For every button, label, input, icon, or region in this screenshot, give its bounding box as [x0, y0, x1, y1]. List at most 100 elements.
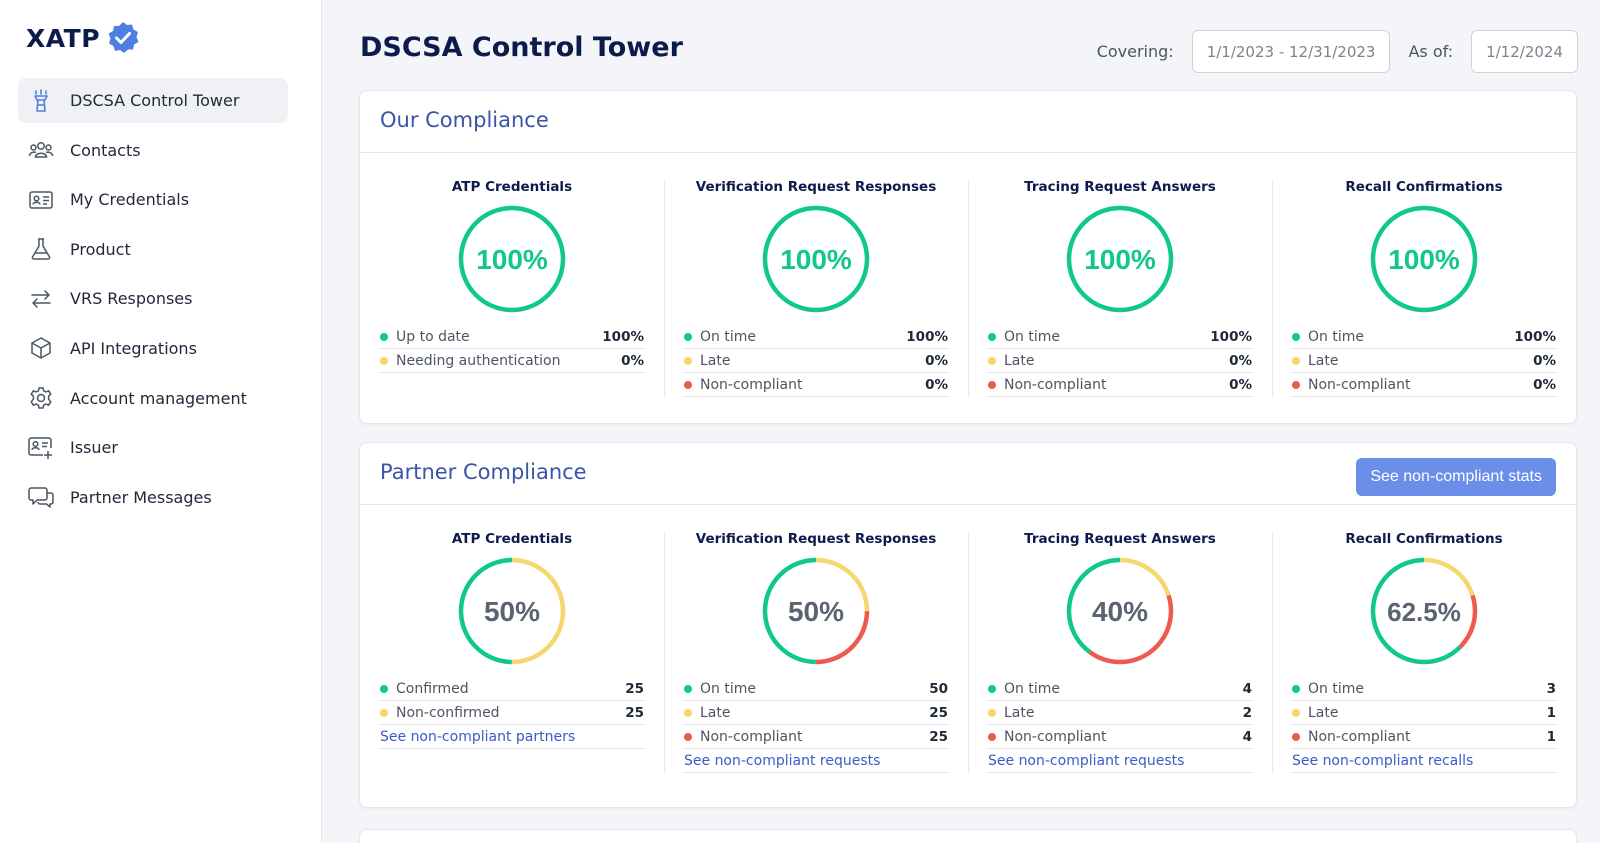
see-non-compliant-link[interactable]: See non-compliant requests [988, 752, 1185, 769]
stat-label: Non-compliant [700, 376, 803, 393]
sidebar-item-product[interactable]: Product [18, 227, 288, 272]
sidebar-item-vrs-responses[interactable]: VRS Responses [18, 276, 288, 321]
stat-label: Late [700, 352, 731, 369]
gauge-value: 62.5% [1387, 597, 1461, 627]
link-row: See non-compliant requests [988, 749, 1252, 773]
stat-row: Up to date 100% [380, 325, 644, 349]
compliance-gauge: 100% [1066, 205, 1174, 313]
stat-value: 100% [1514, 328, 1556, 345]
gauge-value: 40% [1092, 596, 1148, 627]
link-row: See non-compliant requests [684, 749, 948, 773]
id-card-icon [28, 187, 54, 213]
sidebar-item-contacts[interactable]: Contacts [18, 128, 288, 173]
stat-row: On time 100% [988, 325, 1252, 349]
stat-row: Needing authentication 0% [380, 349, 644, 373]
stat-value: 0% [1229, 376, 1252, 393]
gauge-segment [1066, 557, 1174, 665]
section-title: Tracing Request Answers [1024, 531, 1216, 547]
compliance-gauge: 100% [1370, 205, 1478, 313]
stats-list: On time 100% Late 0% Non-compliant 0% [988, 325, 1252, 397]
issuer-card-icon [28, 435, 54, 461]
compliance-section: Verification Request Responses 100% On tim… [664, 153, 968, 397]
see-non-compliant-link[interactable]: See non-compliant recalls [1292, 752, 1474, 769]
status-dot-icon [684, 684, 692, 693]
sidebar-item-dscsa-control-tower[interactable]: DSCSA Control Tower [18, 78, 288, 123]
status-dot-icon [988, 356, 996, 365]
see-non-compliant-link[interactable]: See non-compliant requests [684, 752, 881, 769]
stats-list: On time 50 Late 25 Non-compliant 25 See non-co… [684, 677, 948, 773]
sidebar-item-label: VRS Responses [70, 289, 193, 309]
partner-compliance-card: Partner Compliance See non-compliant sta… [359, 442, 1577, 808]
verified-badge-icon [108, 22, 139, 53]
status-dot-icon [988, 708, 996, 717]
covering-date-range-input[interactable]: 1/1/2023 - 12/31/2023 [1191, 30, 1391, 73]
sidebar-item-api-integrations[interactable]: API Integrations [18, 326, 288, 371]
compliance-sections: ATP Credentials 100% Up to date 100% Needing… [360, 153, 1576, 397]
gauge-segment [762, 557, 870, 665]
stat-row: Late 1 [1292, 701, 1556, 725]
stat-row: Late 0% [988, 349, 1252, 373]
see-non-compliant-stats-button[interactable]: See non-compliant stats [1356, 458, 1556, 496]
date-range: Covering: 1/1/2023 - 12/31/2023 As of: 1… [1097, 30, 1578, 73]
sidebar-item-label: Issuer [70, 438, 118, 458]
stat-value: 0% [1533, 352, 1556, 369]
gauge-value: 50% [484, 596, 540, 627]
gear-icon [28, 385, 54, 411]
gauge-value: 100% [780, 244, 852, 275]
sidebar-item-my-credentials[interactable]: My Credentials [18, 177, 288, 222]
status-dot-icon [380, 708, 388, 717]
stat-row: Late 2 [988, 701, 1252, 725]
sidebar-item-account-management[interactable]: Account management [18, 376, 288, 421]
compliance-section: Tracing Request Answers 40% On time 4 Late 2 N… [968, 505, 1272, 773]
compliance-section: Recall Confirmations 100% On time 100% Late 0… [1272, 153, 1576, 397]
stat-label: On time [1308, 680, 1364, 697]
sidebar-item-partner-messages[interactable]: Partner Messages [18, 475, 288, 520]
stat-value: 100% [906, 328, 948, 345]
chat-icon [28, 484, 54, 510]
status-dot-icon [684, 332, 692, 341]
stat-label: Non-compliant [700, 728, 803, 745]
stat-label: On time [700, 680, 756, 697]
stat-value: 1 [1546, 704, 1556, 721]
sidebar-item-label: Partner Messages [70, 487, 212, 507]
compliance-section: ATP Credentials 50% Confirmed 25 Non-confirm… [360, 505, 664, 773]
contacts-icon [28, 137, 54, 163]
stat-row: Non-compliant 0% [1292, 373, 1556, 397]
card-title: Our Compliance [380, 108, 549, 132]
as-of-date-input[interactable]: 1/12/2024 [1471, 30, 1578, 73]
stat-label: Non-compliant [1308, 728, 1411, 745]
section-title: Verification Request Responses [695, 531, 937, 547]
section-title: ATP Credentials [451, 179, 573, 195]
stat-row: Late 0% [684, 349, 948, 373]
stat-value: 0% [925, 352, 948, 369]
stat-value: 4 [1242, 728, 1252, 745]
sidebar-item-issuer[interactable]: Issuer [18, 425, 288, 470]
stat-label: Late [1308, 704, 1339, 721]
stat-label: Up to date [396, 328, 470, 345]
stat-label: Late [700, 704, 731, 721]
status-dot-icon [684, 380, 692, 389]
link-row: See non-compliant recalls [1292, 749, 1556, 773]
logo[interactable]: XATP [26, 20, 140, 56]
gauge-segment [1066, 557, 1174, 665]
gauge-value: 50% [788, 596, 844, 627]
card-header: Partner Compliance See non-compliant sta… [360, 443, 1576, 505]
see-non-compliant-link[interactable]: See non-compliant partners [380, 728, 576, 745]
link-row: See non-compliant partners [380, 725, 644, 749]
stat-label: On time [1308, 328, 1364, 345]
status-dot-icon [380, 684, 388, 693]
sidebar-item-label: API Integrations [70, 338, 197, 358]
stat-value: 25 [625, 704, 644, 721]
stat-value: 25 [929, 704, 948, 721]
status-dot-icon [1292, 356, 1300, 365]
compliance-gauge: 62.5% [1370, 557, 1478, 665]
stat-row: Confirmed 25 [380, 677, 644, 701]
stat-value: 25 [625, 680, 644, 697]
status-dot-icon [684, 732, 692, 741]
sidebar-item-label: DSCSA Control Tower [70, 91, 240, 110]
stat-row: On time 100% [1292, 325, 1556, 349]
compliance-gauge: 100% [762, 205, 870, 313]
stats-list: On time 100% Late 0% Non-compliant 0% [684, 325, 948, 397]
stat-value: 0% [1533, 376, 1556, 393]
stat-label: Late [1004, 704, 1035, 721]
